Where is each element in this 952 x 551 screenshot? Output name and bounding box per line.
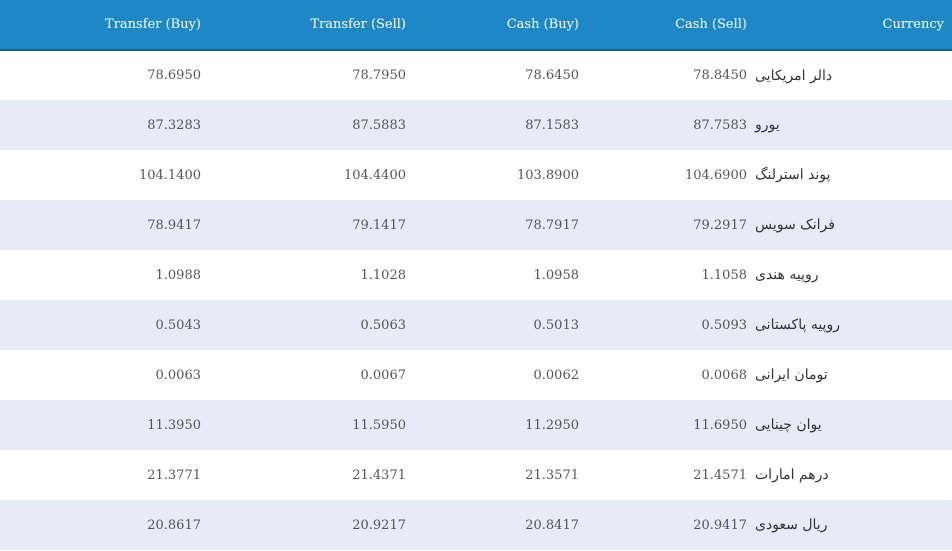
header-cash-sell: Cash (Sell) bbox=[587, 0, 755, 51]
table-row: 78.9417 79.1417 78.7917 79.2917 فرانک سو… bbox=[0, 200, 952, 250]
transfer-sell-cell: 79.1417 bbox=[352, 217, 406, 233]
currency-name-cell: تومان ایرانی bbox=[755, 367, 828, 383]
header-currency: Currency bbox=[755, 0, 952, 51]
transfer-sell-cell: 0.0067 bbox=[360, 367, 407, 383]
cash-buy-cell: 0.5013 bbox=[533, 317, 580, 333]
table-row: 11.3950 11.5950 11.2950 11.6950 یوان چین… bbox=[0, 400, 952, 450]
cash-sell-cell: 20.9417 bbox=[693, 517, 747, 533]
cash-sell-cell: 0.5093 bbox=[701, 317, 748, 333]
table-row: 78.6950 78.7950 78.6450 78.8450 دالر امر… bbox=[0, 50, 952, 100]
table-row: 104.1400 104.4400 103.8900 104.6900 پوند… bbox=[0, 150, 952, 200]
currency-name-cell: روپیه پاکستانی bbox=[755, 317, 840, 333]
transfer-buy-cell: 20.8617 bbox=[147, 517, 201, 533]
transfer-sell-cell: 104.4400 bbox=[343, 167, 406, 183]
transfer-buy-cell: 21.3771 bbox=[147, 467, 201, 483]
transfer-sell-cell: 1.1028 bbox=[360, 267, 407, 283]
currency-name-cell: درهم امارات bbox=[755, 467, 829, 483]
cash-sell-cell: 0.0068 bbox=[701, 367, 748, 383]
header-transfer-sell: Transfer (Sell) bbox=[209, 0, 414, 51]
currency-name-cell: یورو bbox=[755, 117, 780, 133]
table-row: 0.5043 0.5063 0.5013 0.5093 روپیه پاکستا… bbox=[0, 300, 952, 350]
transfer-sell-cell: 0.5063 bbox=[360, 317, 407, 333]
transfer-sell-cell: 87.5883 bbox=[352, 117, 406, 133]
cash-sell-cell: 87.7583 bbox=[693, 117, 747, 133]
header-transfer-buy: Transfer (Buy) bbox=[0, 0, 209, 51]
header-row: Transfer (Buy) Transfer (Sell) Cash (Buy… bbox=[0, 0, 952, 51]
cash-sell-cell: 11.6950 bbox=[693, 417, 747, 433]
table-row: 1.0988 1.1028 1.0958 1.1058 روپیه هندی bbox=[0, 250, 952, 300]
table-row: 87.3283 87.5883 87.1583 87.7583 یورو bbox=[0, 100, 952, 150]
table-body: 78.6950 78.7950 78.6450 78.8450 دالر امر… bbox=[0, 50, 952, 550]
currency-name-cell: دالر امریکایی bbox=[755, 67, 833, 84]
cash-buy-cell: 1.0958 bbox=[533, 267, 580, 283]
transfer-buy-cell: 78.9417 bbox=[147, 217, 201, 233]
cash-buy-cell: 78.6450 bbox=[525, 68, 579, 83]
transfer-buy-cell: 78.6950 bbox=[147, 68, 201, 83]
table-header: Transfer (Buy) Transfer (Sell) Cash (Buy… bbox=[0, 0, 952, 51]
currency-name-cell: فرانک سویس bbox=[755, 217, 835, 233]
transfer-buy-cell: 0.0063 bbox=[155, 367, 202, 383]
transfer-sell-cell: 21.4371 bbox=[352, 467, 406, 483]
transfer-buy-cell: 104.1400 bbox=[138, 167, 201, 183]
header-cash-buy: Cash (Buy) bbox=[414, 0, 587, 51]
transfer-sell-cell: 20.9217 bbox=[352, 517, 406, 533]
cash-buy-cell: 78.7917 bbox=[525, 217, 579, 233]
currency-name-cell: روپیه هندی bbox=[755, 267, 819, 283]
table-row: 20.8617 20.9217 20.8417 20.9417 ریال سعو… bbox=[0, 500, 952, 550]
transfer-buy-cell: 1.0988 bbox=[155, 267, 202, 283]
cash-sell-cell: 78.8450 bbox=[693, 68, 747, 83]
cash-buy-cell: 103.8900 bbox=[516, 167, 579, 183]
transfer-sell-cell: 11.5950 bbox=[352, 417, 406, 433]
table-row: 0.0063 0.0067 0.0062 0.0068 تومان ایرانی bbox=[0, 350, 952, 400]
transfer-buy-cell: 0.5043 bbox=[155, 317, 202, 333]
transfer-buy-cell: 87.3283 bbox=[147, 117, 201, 133]
cash-sell-cell: 21.4571 bbox=[693, 467, 747, 483]
cash-sell-cell: 1.1058 bbox=[701, 267, 748, 283]
cash-buy-cell: 0.0062 bbox=[533, 367, 580, 383]
cash-sell-cell: 104.6900 bbox=[684, 167, 747, 183]
transfer-sell-cell: 78.7950 bbox=[352, 68, 406, 83]
cash-buy-cell: 11.2950 bbox=[525, 417, 579, 433]
table-row: 21.3771 21.4371 21.3571 21.4571 درهم اما… bbox=[0, 450, 952, 500]
cash-buy-cell: 20.8417 bbox=[525, 517, 579, 533]
cash-sell-cell: 79.2917 bbox=[693, 217, 747, 233]
transfer-buy-cell: 11.3950 bbox=[147, 417, 201, 433]
currency-name-cell: ریال سعودی bbox=[755, 517, 828, 533]
currency-name-cell: یوان چینایی bbox=[755, 417, 822, 433]
currency-name-cell: پوند استرلنگ bbox=[755, 167, 831, 183]
cash-buy-cell: 21.3571 bbox=[525, 467, 579, 483]
cash-buy-cell: 87.1583 bbox=[525, 117, 579, 133]
